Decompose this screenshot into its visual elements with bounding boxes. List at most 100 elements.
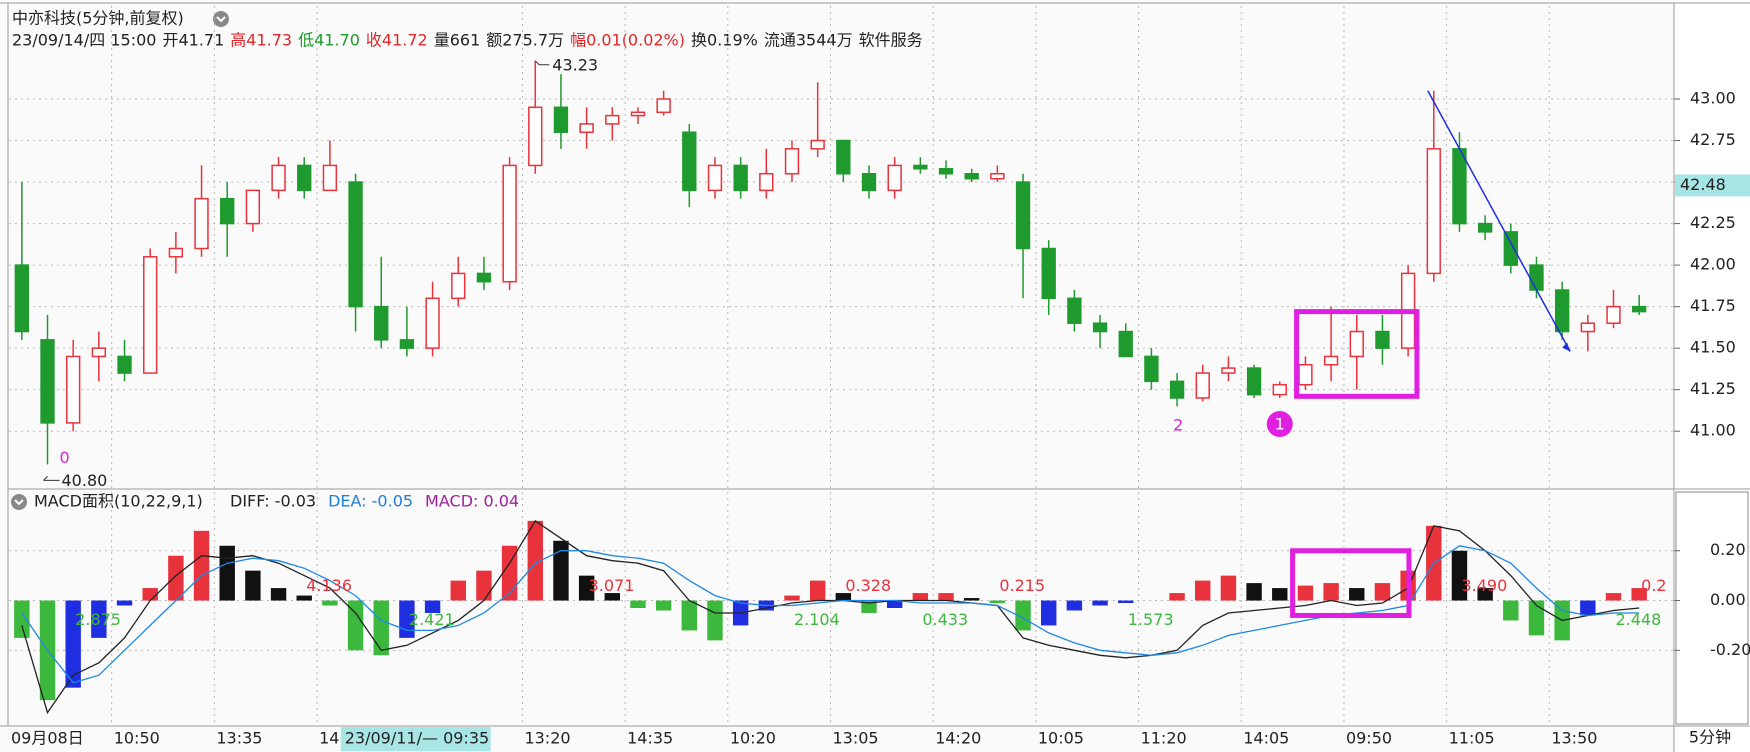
macd-bar: [116, 600, 133, 606]
candle-body: [1349, 330, 1364, 358]
macd-bar: [1323, 583, 1339, 601]
x-tick-label: 10:20: [730, 729, 776, 748]
area-label: 1.573: [1128, 610, 1174, 629]
info-item: 换0.19%: [691, 31, 758, 50]
info-item: 幅0.01(0.02%): [570, 31, 685, 50]
candle-body: [1323, 355, 1339, 366]
macd-bar: [1580, 600, 1596, 616]
current-price-label: 42.48: [1680, 175, 1726, 194]
area-label: 3.071: [589, 576, 635, 595]
y-tick-label: 0.20: [1710, 540, 1746, 559]
candle-body: [707, 164, 723, 192]
candle-body: [1580, 322, 1595, 333]
macd-line: [21, 519, 1640, 715]
macd-bar: [963, 598, 980, 601]
annotation-line: [534, 60, 550, 66]
candle-body: [194, 197, 209, 250]
macd-bar: [707, 600, 723, 641]
macd-bar: [630, 600, 646, 608]
area-label: 2.421: [409, 610, 455, 629]
candle-body: [836, 139, 851, 175]
x-tick-label: 14:35: [627, 729, 673, 748]
macd-bar: [578, 575, 595, 601]
candle-body: [1015, 181, 1031, 250]
candle-body: [1375, 330, 1390, 349]
macd-bar: [193, 530, 210, 601]
highlight-box: [1290, 548, 1412, 618]
macd-bar: [245, 570, 261, 601]
candle-body: [528, 106, 543, 167]
legend-item: DIFF: -0.03: [230, 492, 316, 511]
x-tick-label: 14: [319, 729, 339, 748]
legend-item: MACD: 0.04: [425, 492, 519, 511]
chart-title: 中亦科技(5分钟,前复权): [12, 9, 184, 28]
macd-line: [21, 545, 1640, 684]
info-line: 23/09/14/四 15:00 开41.71 高41.73 低41.70 收41.72…: [12, 31, 923, 50]
trend-arrow: [1562, 342, 1571, 352]
candle-body: [630, 111, 646, 117]
axis-area: [1674, 0, 1750, 752]
macd-bar: [142, 588, 158, 601]
dropdown-icon[interactable]: [213, 11, 229, 27]
candle-body: [733, 164, 748, 192]
area-label: 2.104: [794, 610, 840, 629]
x-tick-label: 09月08日: [11, 729, 84, 748]
y-tick-label: 43.00: [1690, 89, 1736, 108]
y-tick-label: 41.50: [1690, 338, 1736, 357]
macd-bar: [938, 593, 954, 601]
macd-bar: [373, 600, 389, 656]
candle-body: [374, 305, 389, 341]
marker-circle: [1266, 411, 1293, 437]
macd-bar: [553, 540, 569, 601]
info-item: 量661: [434, 31, 481, 50]
macd-bar: [655, 600, 672, 611]
macd-bar: [501, 545, 518, 601]
x-tick-label: 11:20: [1141, 729, 1187, 748]
macd-bar: [476, 570, 492, 601]
macd-bar: [1220, 575, 1237, 601]
macd-bar: [527, 520, 543, 601]
y-tick-label: 42.25: [1690, 213, 1736, 232]
macd-bar: [168, 555, 184, 601]
candle-body: [913, 164, 928, 170]
x-tick-label: 13:05: [833, 729, 879, 748]
macd-bar: [1631, 588, 1647, 601]
legend-item: DEA: -0.05: [328, 492, 413, 511]
dropdown-icon[interactable]: [11, 494, 27, 510]
macd-bar: [1528, 600, 1545, 636]
macd-bar: [784, 595, 800, 601]
candle-body: [1195, 372, 1210, 399]
macd-bar: [1118, 600, 1134, 604]
info-item: 软件服务: [859, 31, 923, 50]
macd-bar: [1349, 588, 1365, 601]
candle-body: [887, 164, 902, 192]
x-tick-label: 13:50: [1551, 729, 1597, 748]
candle-body: [1606, 305, 1621, 324]
period-label[interactable]: 5分钟: [1689, 728, 1731, 747]
dropdown-arrow: [14, 499, 24, 506]
macd-bar: [1195, 580, 1211, 601]
candle-body: [322, 164, 338, 192]
y-tick-label: 0.00: [1710, 590, 1746, 609]
macd-bar: [1272, 588, 1288, 601]
candle-body: [168, 247, 184, 258]
macd-bar: [835, 593, 852, 601]
marker-label: 0: [60, 448, 70, 467]
macd-bar: [1092, 600, 1108, 606]
candle-body: [810, 139, 825, 150]
x-tick-label: 10:05: [1038, 729, 1084, 748]
macd-bar: [322, 600, 338, 606]
macd-bar: [91, 600, 107, 638]
area-label: 3.490: [1461, 576, 1507, 595]
x-tick-label: 13:20: [524, 729, 570, 748]
candle-body: [990, 173, 1005, 180]
candle-body: [117, 355, 132, 374]
macd-bar: [861, 600, 877, 613]
x-tick-label: 10:50: [114, 729, 160, 748]
candle-body: [656, 98, 671, 114]
candle-body: [1503, 231, 1518, 266]
candle-body: [451, 272, 466, 300]
y-tick-label: 41.25: [1690, 379, 1736, 398]
macd-bar: [1605, 593, 1622, 601]
